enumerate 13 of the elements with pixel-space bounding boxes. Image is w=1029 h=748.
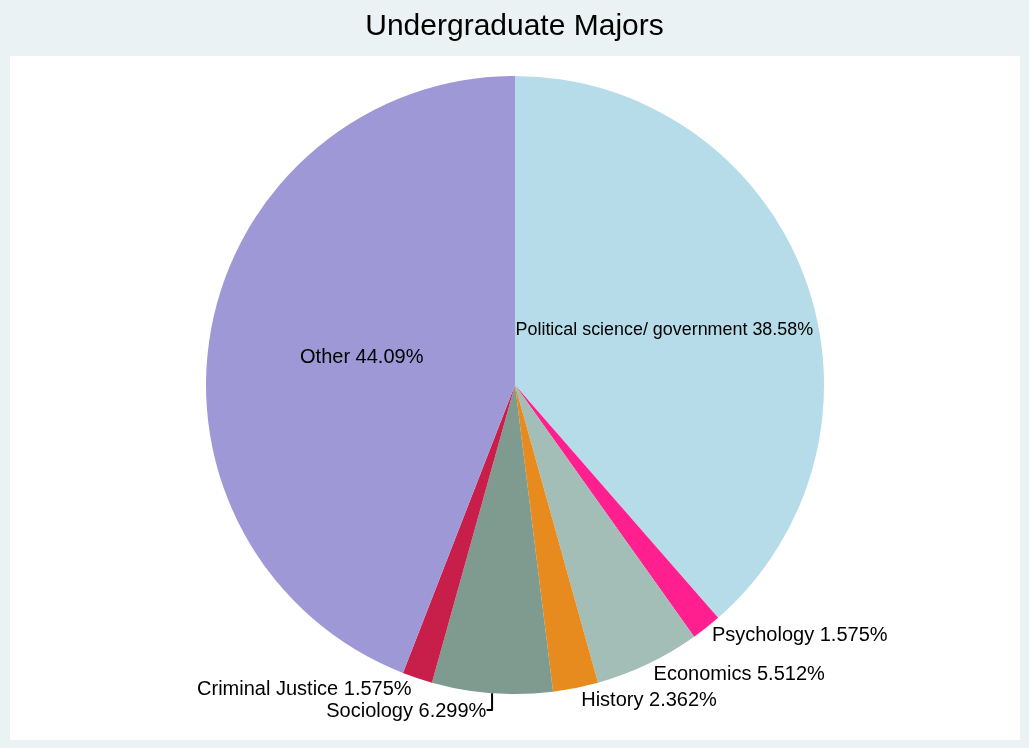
slice-label: History 2.362% [581, 687, 718, 710]
pie-slice [402, 385, 515, 683]
slice-label: Criminal Justice 1.575% [197, 677, 412, 700]
pie-slice [515, 385, 599, 692]
chart-title: Undergraduate Majors [364, 8, 665, 42]
slice-label: Sociology 6.299% [326, 699, 487, 722]
slice-label: Psychology 1.575% [711, 623, 888, 646]
pie-slice [431, 385, 554, 694]
slice-label: Economics 5.512% [653, 661, 825, 684]
slice-label: Political science/ government 38.58% [515, 319, 814, 340]
slice-label: Other 44.09% [300, 345, 424, 368]
pie-slice [206, 76, 515, 673]
pie-slice [515, 76, 824, 618]
